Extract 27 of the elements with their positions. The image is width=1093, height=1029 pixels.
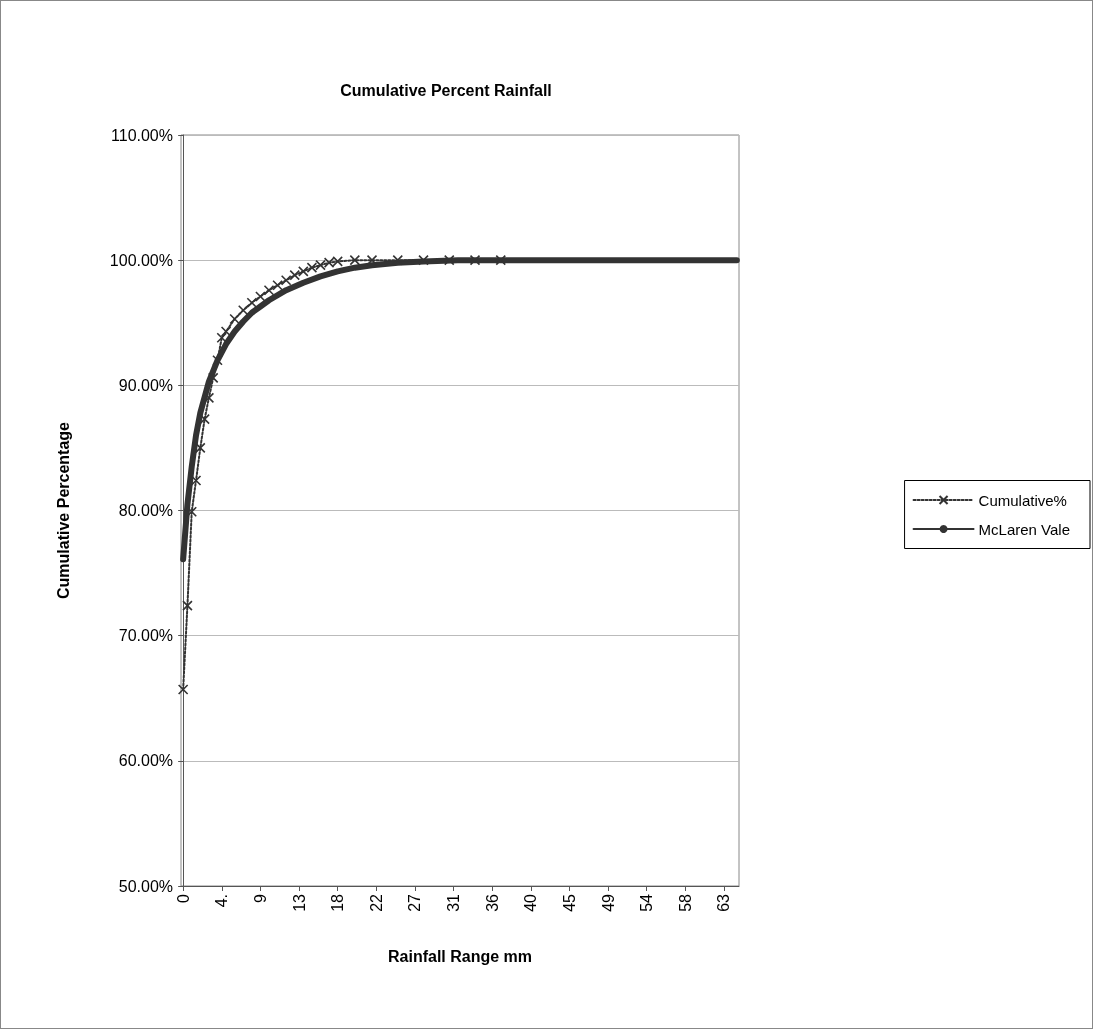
y-tick-label: 110.00% — [111, 126, 173, 144]
y-tick-label: 90.00% — [118, 376, 173, 394]
x-axis-title: Rainfall Range mm — [387, 947, 533, 965]
x-tick-label: 58 — [676, 893, 694, 912]
y-tick-label: 60.00% — [118, 752, 173, 770]
x-tick-label: 4. — [213, 894, 231, 908]
x-tick-label: 45 — [560, 893, 578, 912]
x-tick-label: 40 — [522, 893, 540, 912]
x-tick-label: 63 — [715, 893, 733, 912]
x-tick-label: 27 — [406, 893, 424, 912]
x-tick-label: 22 — [367, 893, 385, 912]
x-tick-label: 9 — [251, 893, 269, 903]
x-tick-label: 49 — [599, 893, 617, 912]
legend-label: Cumulative% — [978, 491, 1067, 509]
x-tick-label: 13 — [290, 893, 308, 912]
y-tick-label: 100.00% — [109, 251, 173, 269]
y-axis-title: Cumulative Percentage — [54, 421, 72, 599]
y-tick-label: 80.00% — [118, 502, 173, 519]
y-tick-label: 50.00% — [118, 877, 173, 895]
legend-label: McLaren Vale — [978, 520, 1070, 538]
x-tick-label: 18 — [329, 893, 347, 912]
x-tick-label: 36 — [483, 893, 501, 912]
y-tick-label: 70.00% — [118, 627, 173, 645]
x-tick-label: 0 — [174, 893, 192, 903]
x-tick-label: 31 — [445, 893, 463, 912]
x-tick-label: 54 — [638, 893, 656, 912]
chart-title: Cumulative Percent Rainfall — [340, 81, 552, 99]
